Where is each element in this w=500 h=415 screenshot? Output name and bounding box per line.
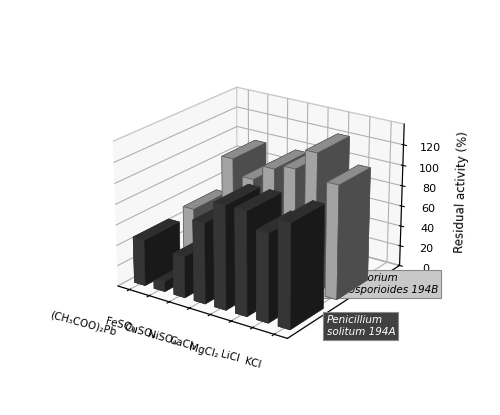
Text: Cladosporium
cladosporioides 194B: Cladosporium cladosporioides 194B (326, 273, 438, 295)
Text: Penicillium
solitum 194A: Penicillium solitum 194A (326, 315, 395, 337)
